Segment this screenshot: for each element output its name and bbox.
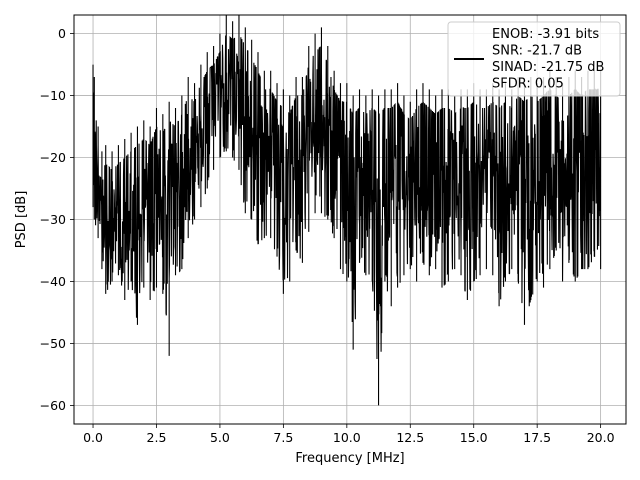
y-axis-label: PSD [dB]	[14, 191, 29, 249]
plot-area	[92, 15, 602, 406]
legend-entry-sfdr: SFDR: 0.05	[492, 77, 564, 92]
x-tick-label: 15.0	[460, 430, 488, 445]
legend-entry-enob: ENOB: -3.91 bits	[492, 27, 599, 42]
psd-series-line	[92, 15, 602, 406]
x-tick-label: 17.5	[523, 430, 551, 445]
x-axis-ticks: 0.0 2.5 5.0 7.5 10.0 12.5 15.0 17.5 20.0	[83, 424, 615, 445]
legend-box	[447, 21, 621, 97]
x-tick-label: 10.0	[333, 430, 361, 445]
y-tick-label: −40	[40, 274, 66, 289]
y-tick-label: −50	[40, 336, 66, 351]
y-tick-label: −20	[40, 150, 66, 165]
legend-entry-snr: SNR: -21.7 dB	[492, 44, 582, 59]
y-tick-label: −30	[40, 212, 66, 227]
y-tick-label: −10	[40, 88, 66, 103]
x-tick-label: 2.5	[147, 430, 167, 445]
x-axis-label: Frequency [MHz]	[295, 451, 404, 466]
x-tick-label: 20.0	[587, 430, 615, 445]
legend: ENOB: -3.91 bits SNR: -21.7 dB SINAD: -2…	[447, 21, 621, 97]
legend-entry-sinad: SINAD: -21.75 dB	[492, 60, 604, 75]
x-tick-label: 7.5	[273, 430, 293, 445]
x-tick-label: 5.0	[210, 430, 230, 445]
y-tick-label: 0	[58, 26, 66, 41]
x-tick-label: 12.5	[396, 430, 424, 445]
x-tick-label: 0.0	[83, 430, 103, 445]
y-tick-label: −60	[40, 398, 66, 413]
y-axis-ticks: 0 −10 −20 −30 −40 −50 −60	[40, 26, 74, 413]
